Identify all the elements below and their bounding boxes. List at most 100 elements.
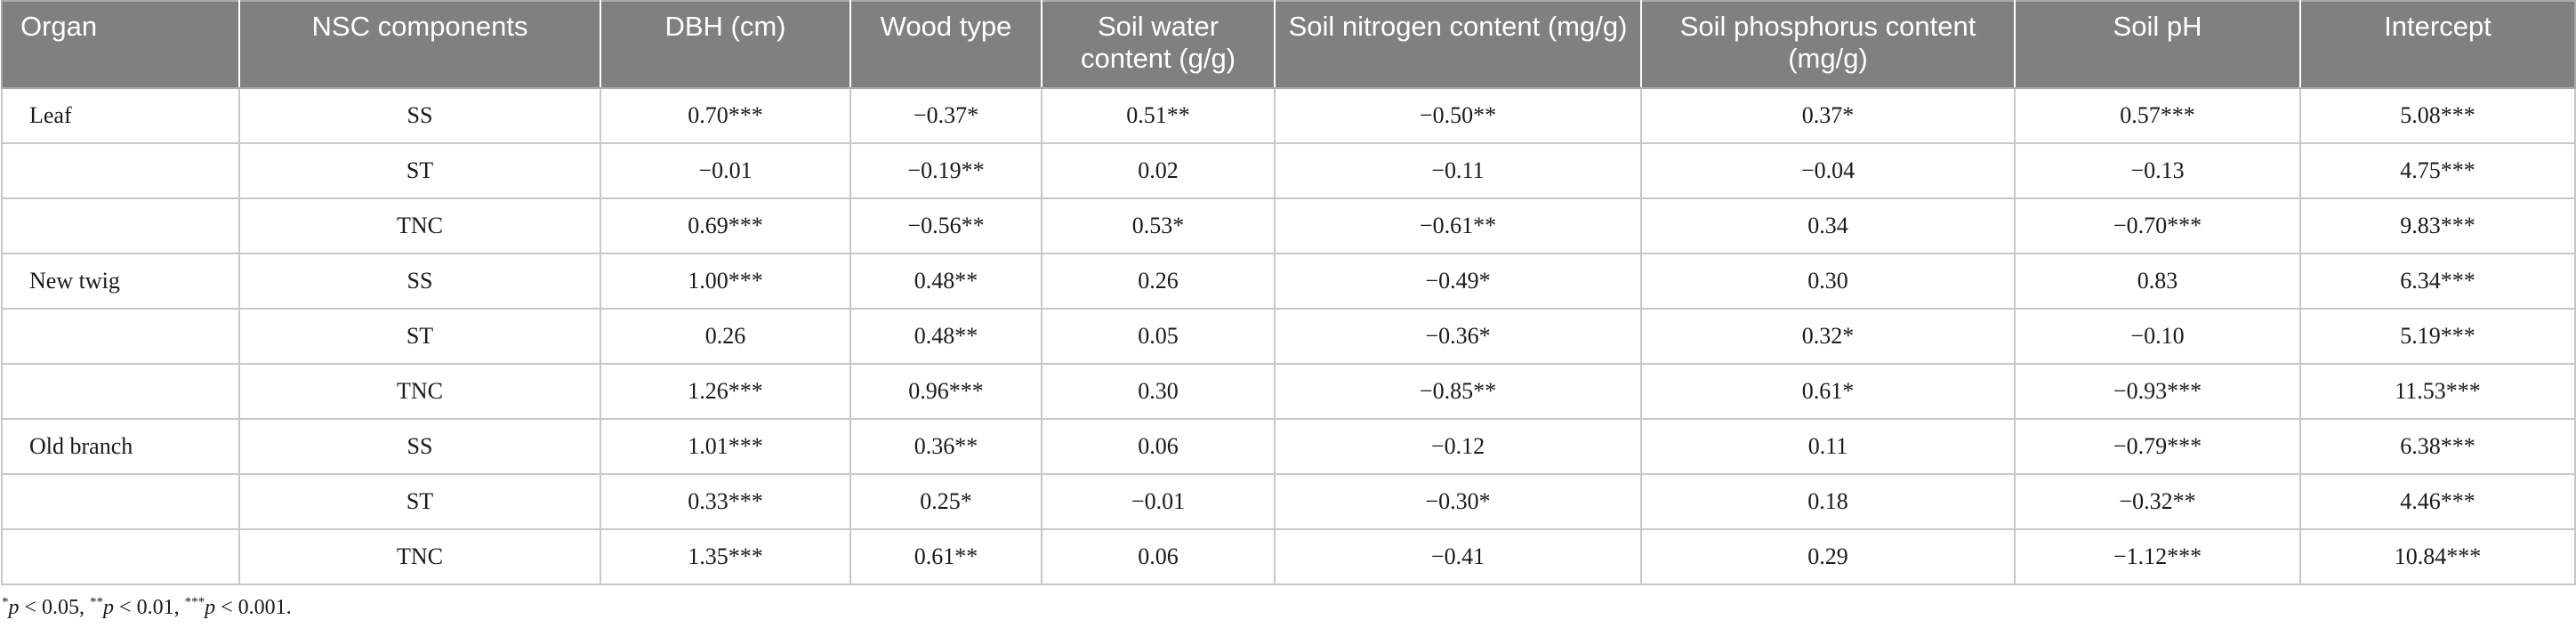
cell-nsc-component: SS: [238, 87, 601, 144]
cell-soil-water: 0.05: [1041, 308, 1276, 365]
cell-intercept: 9.83***: [2299, 197, 2576, 254]
cell-intercept: 10.84***: [2299, 528, 2576, 585]
cell-soil-ph: 0.57***: [2014, 87, 2301, 144]
cell-dbh: 0.70***: [600, 87, 851, 144]
cell-nsc-component: TNC: [238, 528, 601, 585]
cell-organ: [1, 308, 240, 365]
cell-dbh: 1.00***: [600, 253, 851, 310]
cell-dbh: 1.35***: [600, 528, 851, 585]
header-soil-phosphorus: Soil phosphorus content (mg/g): [1640, 0, 2016, 89]
cell-wood-type: 0.48**: [849, 253, 1042, 310]
header-organ: Organ: [1, 0, 240, 89]
cell-wood-type: 0.36**: [849, 418, 1042, 475]
cell-soil-nitrogen: −0.61**: [1274, 197, 1642, 254]
cell-wood-type: 0.61**: [849, 528, 1042, 585]
cell-soil-ph: −0.70***: [2014, 197, 2301, 254]
cell-dbh: −0.01: [600, 142, 851, 199]
cell-soil-phosphorus: −0.04: [1640, 142, 2016, 199]
cell-soil-water: 0.26: [1041, 253, 1276, 310]
cell-intercept: 4.46***: [2299, 473, 2576, 530]
footnote-p-1: p: [8, 596, 20, 619]
cell-nsc-component: ST: [238, 308, 601, 365]
cell-soil-nitrogen: −0.50**: [1274, 87, 1642, 144]
cell-soil-water: 0.53*: [1041, 197, 1276, 254]
cell-soil-water: 0.06: [1041, 418, 1276, 475]
significance-footnote: *p < 0.05, **p < 0.01, ***p < 0.001.: [2, 596, 2576, 620]
cell-organ: Leaf: [1, 87, 240, 144]
cell-dbh: 0.69***: [600, 197, 851, 254]
footnote-star-1: *: [2, 595, 9, 609]
footnote-text-3: < 0.001.: [215, 596, 292, 619]
cell-intercept: 11.53***: [2299, 363, 2576, 420]
cell-organ: [1, 528, 240, 585]
cell-dbh: 0.33***: [600, 473, 851, 530]
header-soil-nitrogen: Soil nitrogen content (mg/g): [1274, 0, 1642, 89]
cell-soil-ph: 0.83: [2014, 253, 2301, 310]
cell-soil-nitrogen: −0.36*: [1274, 308, 1642, 365]
cell-intercept: 5.08***: [2299, 87, 2576, 144]
footnote-p-3: p: [205, 596, 216, 619]
cell-soil-water: 0.51**: [1041, 87, 1276, 144]
cell-soil-phosphorus: 0.32*: [1640, 308, 2016, 365]
cell-soil-phosphorus: 0.11: [1640, 418, 2016, 475]
cell-nsc-component: SS: [238, 253, 601, 310]
table-row: ST −0.01 −0.19** 0.02 −0.11 −0.04 −0.13 4.75***: [1, 142, 2576, 199]
header-nsc-components: NSC components: [238, 0, 601, 89]
cell-soil-nitrogen: −0.41: [1274, 528, 1642, 585]
cell-intercept: 6.38***: [2299, 418, 2576, 475]
cell-soil-nitrogen: −0.12: [1274, 418, 1642, 475]
footnote-p-2: p: [103, 596, 115, 619]
cell-nsc-component: SS: [238, 418, 601, 475]
cell-soil-phosphorus: 0.34: [1640, 197, 2016, 254]
cell-soil-nitrogen: −0.49*: [1274, 253, 1642, 310]
footnote-text-2: < 0.01,: [114, 596, 185, 619]
cell-soil-water: −0.01: [1041, 473, 1276, 530]
cell-soil-nitrogen: −0.85**: [1274, 363, 1642, 420]
cell-wood-type: 0.96***: [849, 363, 1042, 420]
cell-soil-phosphorus: 0.37*: [1640, 87, 2016, 144]
cell-soil-phosphorus: 0.29: [1640, 528, 2016, 585]
cell-nsc-component: TNC: [238, 197, 601, 254]
cell-organ: [1, 142, 240, 199]
cell-intercept: 6.34***: [2299, 253, 2576, 310]
footnote-star-2: **: [90, 595, 104, 609]
cell-nsc-component: ST: [238, 473, 601, 530]
cell-soil-ph: −1.12***: [2014, 528, 2301, 585]
cell-soil-ph: −0.32**: [2014, 473, 2301, 530]
cell-intercept: 4.75***: [2299, 142, 2576, 199]
table-row: TNC 0.69*** −0.56** 0.53* −0.61** 0.34 −0.70**…: [1, 197, 2576, 254]
cell-soil-water: 0.30: [1041, 363, 1276, 420]
cell-dbh: 0.26: [600, 308, 851, 365]
cell-intercept: 5.19***: [2299, 308, 2576, 365]
table-row: Leaf SS 0.70*** −0.37* 0.51** −0.50** 0.37* 0.5…: [1, 87, 2576, 144]
cell-wood-type: −0.19**: [849, 142, 1042, 199]
table-row: TNC 1.35*** 0.61** 0.06 −0.41 0.29 −1.12*** 10.…: [1, 528, 2576, 585]
regression-table: Organ NSC components DBH (cm) Wood type …: [1, 0, 2576, 585]
table-row: New twig SS 1.00*** 0.48** 0.26 −0.49* 0.30 0.8…: [1, 253, 2576, 310]
cell-organ: [1, 363, 240, 420]
header-soil-water: Soil water content (g/g): [1041, 0, 1276, 89]
cell-wood-type: 0.25*: [849, 473, 1042, 530]
cell-soil-nitrogen: −0.11: [1274, 142, 1642, 199]
cell-organ: [1, 197, 240, 254]
table-row: Old branch SS 1.01*** 0.36** 0.06 −0.12 0.11 −0…: [1, 418, 2576, 475]
footnote-star-3: ***: [184, 595, 205, 609]
cell-nsc-component: TNC: [238, 363, 601, 420]
header-dbh: DBH (cm): [600, 0, 851, 89]
cell-dbh: 1.01***: [600, 418, 851, 475]
cell-organ: New twig: [1, 253, 240, 310]
cell-soil-water: 0.02: [1041, 142, 1276, 199]
cell-wood-type: −0.37*: [849, 87, 1042, 144]
cell-soil-phosphorus: 0.30: [1640, 253, 2016, 310]
cell-soil-ph: −0.79***: [2014, 418, 2301, 475]
cell-nsc-component: ST: [238, 142, 601, 199]
cell-soil-ph: −0.10: [2014, 308, 2301, 365]
header-soil-ph: Soil pH: [2014, 0, 2301, 89]
cell-soil-nitrogen: −0.30*: [1274, 473, 1642, 530]
table-row: ST 0.33*** 0.25* −0.01 −0.30* 0.18 −0.32** 4.46…: [1, 473, 2576, 530]
cell-wood-type: −0.56**: [849, 197, 1042, 254]
header-wood-type: Wood type: [849, 0, 1042, 89]
cell-soil-phosphorus: 0.61*: [1640, 363, 2016, 420]
cell-soil-ph: −0.93***: [2014, 363, 2301, 420]
cell-wood-type: 0.48**: [849, 308, 1042, 365]
